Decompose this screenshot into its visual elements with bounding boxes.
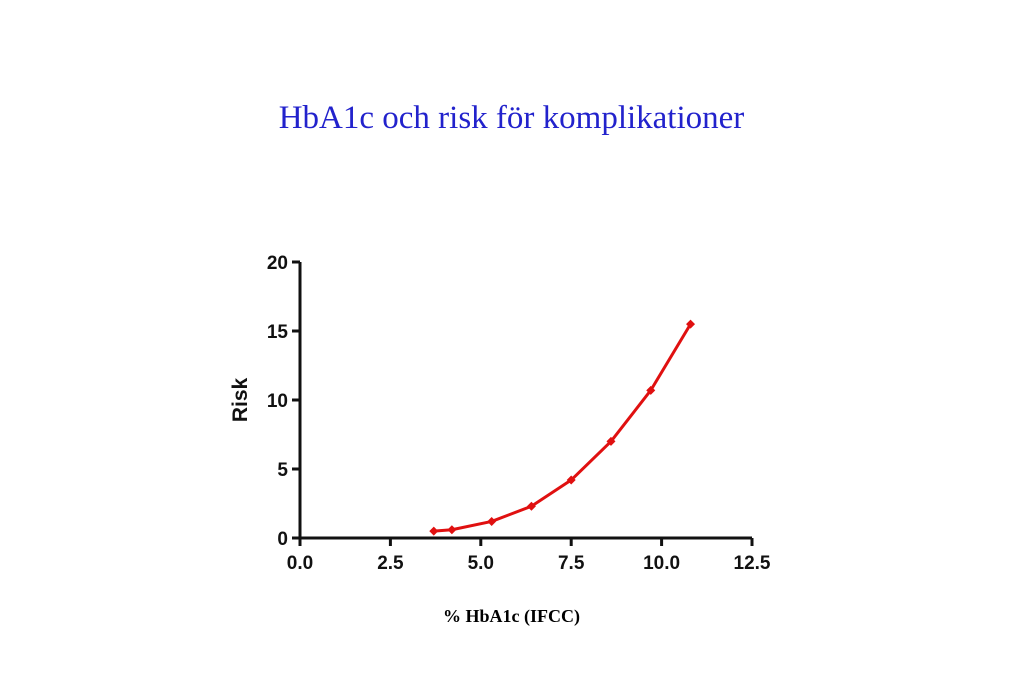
y-tick-label: 5 (277, 460, 288, 481)
data-point (686, 319, 696, 329)
y-tick-label: 20 (267, 253, 288, 274)
y-tick-label: 10 (267, 391, 288, 412)
y-axis-title: Risk (229, 378, 252, 423)
y-tick-label: 15 (267, 322, 289, 343)
data-point (487, 516, 497, 526)
x-tick-label: 10.0 (643, 553, 680, 574)
x-tick-label: 12.5 (734, 553, 771, 574)
data-series (429, 319, 696, 536)
x-tick-label: 5.0 (468, 553, 494, 574)
x-axis: 0.0 2.5 5.0 7.5 10.0 12.5 (287, 536, 771, 574)
data-point (646, 385, 656, 395)
data-point (447, 525, 457, 535)
page-title: HbA1c och risk för komplikationer (278, 100, 745, 136)
data-point (526, 501, 536, 511)
data-point (606, 436, 616, 446)
data-point (566, 475, 576, 485)
series-line (433, 323, 692, 533)
x-tick-label: 7.5 (558, 553, 585, 574)
y-tick-label: 0 (277, 529, 288, 550)
x-tick-label: 2.5 (377, 553, 404, 574)
x-axis-title: % HbA1c (IFCC) (443, 606, 580, 626)
x-tick-label: 0.0 (287, 553, 313, 574)
y-axis: 0 5 10 15 20 (267, 253, 302, 550)
data-point (429, 526, 439, 536)
